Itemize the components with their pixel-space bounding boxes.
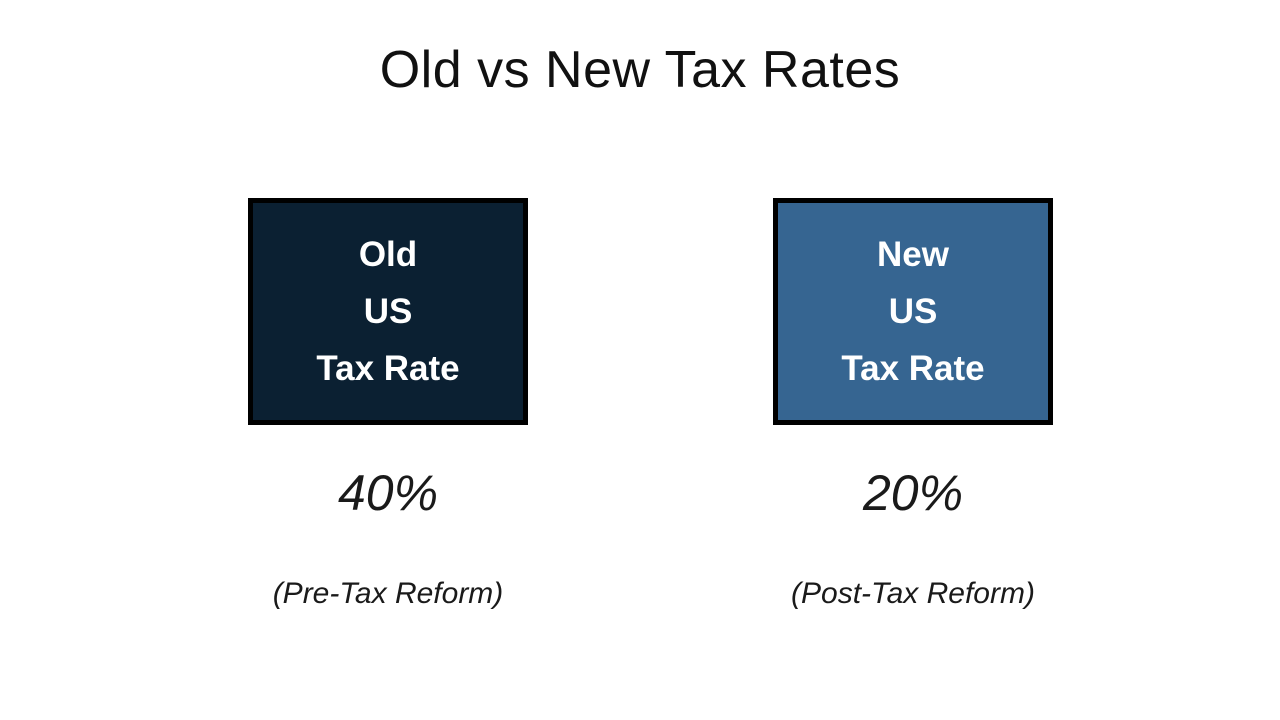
old-box-line-2: US <box>363 292 413 331</box>
new-box-line-2: US <box>888 292 938 331</box>
slide-title: Old vs New Tax Rates <box>379 41 901 99</box>
old-box-line-1: Old <box>358 235 418 274</box>
old-tax-rate-box: Old US Tax Rate <box>248 198 528 425</box>
new-tax-rate-column: New US Tax Rate 20% (Post-Tax Reform) <box>773 198 1053 614</box>
old-box-line-3: Tax Rate <box>316 349 460 388</box>
new-box-line-3: Tax Rate <box>841 349 985 388</box>
new-rate-value: 20% <box>862 465 964 521</box>
old-rate-caption: (Pre-Tax Reform) <box>272 577 504 610</box>
new-tax-rate-box: New US Tax Rate <box>773 198 1053 425</box>
new-rate-caption: (Post-Tax Reform) <box>791 577 1035 610</box>
new-box-line-1: New <box>877 235 949 274</box>
old-tax-rate-column: Old US Tax Rate 40% (Pre-Tax Reform) <box>248 198 528 614</box>
old-rate-value: 40% <box>337 465 439 521</box>
